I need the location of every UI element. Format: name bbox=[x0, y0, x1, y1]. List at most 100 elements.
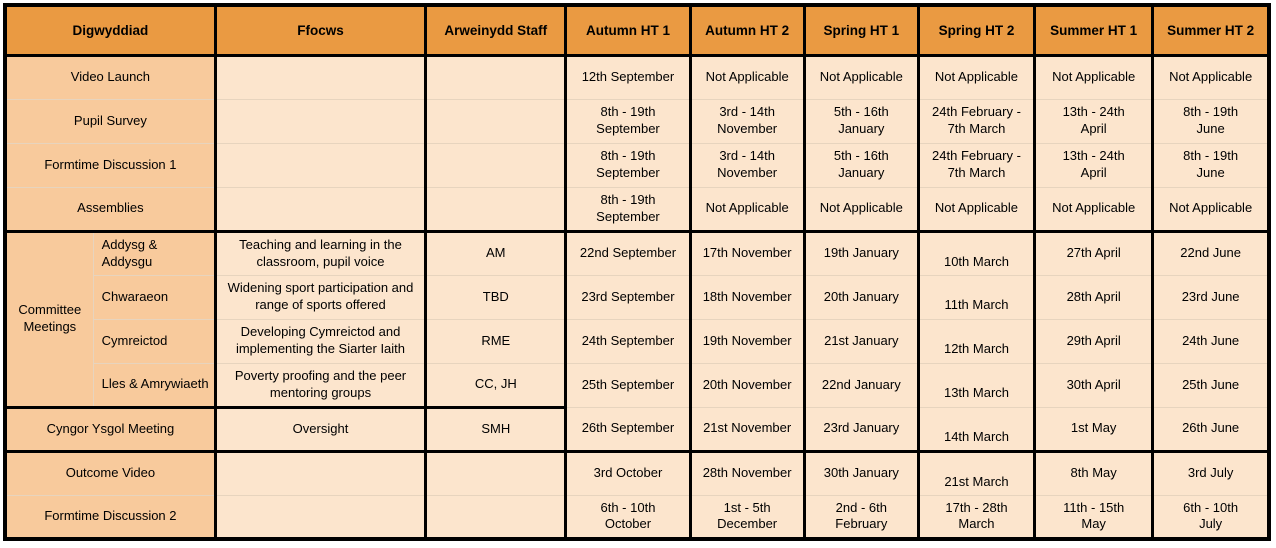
date-cell: 29th April bbox=[1033, 318, 1155, 364]
date-cell: 13th March bbox=[916, 362, 1037, 408]
date-cell: 25th June bbox=[1151, 362, 1271, 408]
date-cell: 25th September bbox=[564, 362, 692, 408]
date-cell: 23rd September bbox=[564, 274, 692, 320]
date-cell: 8th - 19th September bbox=[564, 142, 692, 188]
focus-cell bbox=[213, 142, 428, 188]
date-cell: 24th June bbox=[1151, 318, 1271, 364]
focus-cell: Teaching and learning in the classroom, … bbox=[213, 229, 428, 276]
date-cell: Not Applicable bbox=[916, 54, 1037, 100]
staff-cell bbox=[424, 494, 568, 540]
row-cyngor-ysgol: Cyngor Ysgol Meeting Oversight SMH 26th … bbox=[3, 405, 1271, 452]
date-cell: 8th - 19th September bbox=[564, 186, 692, 232]
col-header-spring-ht1: Spring HT 1 bbox=[802, 3, 920, 57]
staff-cell bbox=[424, 54, 568, 100]
col-header-summer-ht2: Summer HT 2 bbox=[1151, 3, 1271, 57]
committee-name-cell: Chwaraeon bbox=[92, 274, 217, 320]
date-cell: 3rd July bbox=[1151, 449, 1271, 496]
focus-cell: Oversight bbox=[213, 405, 428, 452]
date-cell: Not Applicable bbox=[688, 54, 806, 100]
date-cell: 1st - 5th December bbox=[688, 494, 806, 540]
date-cell: 26th June bbox=[1151, 406, 1271, 452]
date-cell: 21st January bbox=[802, 318, 920, 364]
focus-cell bbox=[213, 54, 428, 100]
date-cell: 13th - 24th April bbox=[1033, 98, 1155, 144]
date-cell: 10th March bbox=[916, 229, 1037, 276]
col-header-arweinydd-staff: Arweinydd Staff bbox=[424, 3, 568, 57]
date-cell: Not Applicable bbox=[802, 186, 920, 232]
date-cell: 8th May bbox=[1033, 449, 1155, 496]
date-cell: 5th - 16th January bbox=[802, 142, 920, 188]
date-cell: 17th November bbox=[688, 229, 806, 276]
date-cell: 22nd January bbox=[802, 362, 920, 408]
date-cell: Not Applicable bbox=[916, 186, 1037, 232]
date-cell: 12th September bbox=[564, 54, 692, 100]
date-cell: 30th January bbox=[802, 449, 920, 496]
staff-cell: AM bbox=[424, 229, 568, 276]
date-cell: 17th - 28th March bbox=[916, 494, 1037, 540]
date-cell: 2nd - 6th February bbox=[802, 494, 920, 540]
committee-name-cell: Addysg & Addysgu bbox=[92, 229, 217, 276]
date-cell: 8th - 19th September bbox=[564, 98, 692, 144]
schedule-table: Digwyddiad Ffocws Arweinydd Staff Autumn… bbox=[3, 3, 1271, 541]
focus-cell bbox=[213, 449, 428, 496]
staff-cell bbox=[424, 142, 568, 188]
focus-cell bbox=[213, 98, 428, 144]
date-cell: 14th March bbox=[916, 406, 1037, 452]
row-committee-cymreictod: Cymreictod Developing Cymreictod and imp… bbox=[5, 318, 1271, 364]
staff-cell bbox=[424, 98, 568, 144]
focus-cell bbox=[213, 186, 428, 232]
row-outcome-video: Outcome Video 3rd October 28th November … bbox=[3, 449, 1271, 496]
date-cell: 24th September bbox=[564, 318, 692, 364]
committee-name-cell: Cymreictod bbox=[92, 318, 217, 364]
staff-cell: RME bbox=[424, 318, 568, 364]
date-cell: 3rd - 14th November bbox=[688, 98, 806, 144]
date-cell: 12th March bbox=[916, 318, 1037, 364]
row-committee-lles: Lles & Amrywiaeth Poverty proofing and t… bbox=[5, 362, 1271, 408]
date-cell: 11th March bbox=[916, 274, 1037, 320]
date-cell: 3rd October bbox=[564, 449, 692, 496]
row-video-launch: Video Launch 12th September Not Applicab… bbox=[3, 54, 1271, 100]
date-cell: 21st November bbox=[688, 406, 806, 452]
date-cell: 28th April bbox=[1033, 274, 1155, 320]
col-header-autumn-ht1: Autumn HT 1 bbox=[564, 3, 692, 57]
staff-cell: CC, JH bbox=[424, 362, 568, 408]
date-cell: 5th - 16th January bbox=[802, 98, 920, 144]
date-cell: Not Applicable bbox=[688, 186, 806, 232]
event-cell: Video Launch bbox=[3, 54, 217, 100]
staff-cell: SMH bbox=[424, 405, 568, 452]
date-cell: 19th November bbox=[688, 318, 806, 364]
date-cell: 13th - 24th April bbox=[1033, 142, 1155, 188]
date-cell: Not Applicable bbox=[802, 54, 920, 100]
focus-cell bbox=[213, 494, 428, 540]
focus-cell: Widening sport participation and range o… bbox=[213, 274, 428, 320]
date-cell: 8th - 19th June bbox=[1151, 98, 1271, 144]
date-cell: Not Applicable bbox=[1033, 54, 1155, 100]
date-cell: 24th February - 7th March bbox=[916, 142, 1037, 188]
row-pupil-survey: Pupil Survey 8th - 19th September 3rd - … bbox=[3, 98, 1271, 144]
date-cell: 6th - 10th July bbox=[1151, 494, 1271, 540]
col-header-spring-ht2: Spring HT 2 bbox=[916, 3, 1037, 57]
event-cell: Cyngor Ysgol Meeting bbox=[3, 405, 217, 452]
row-formtime-discussion-1: Formtime Discussion 1 8th - 19th Septemb… bbox=[3, 142, 1271, 188]
focus-cell: Poverty proofing and the peer mentoring … bbox=[213, 362, 428, 408]
date-cell: 8th - 19th June bbox=[1151, 142, 1271, 188]
col-header-digwyddiad: Digwyddiad bbox=[3, 3, 217, 57]
date-cell: Not Applicable bbox=[1033, 186, 1155, 232]
date-cell: 18th November bbox=[688, 274, 806, 320]
event-cell: Pupil Survey bbox=[3, 98, 217, 144]
row-formtime-discussion-2: Formtime Discussion 2 6th - 10th October… bbox=[3, 494, 1271, 540]
date-cell: 11th - 15th May bbox=[1033, 494, 1155, 540]
staff-cell bbox=[424, 449, 568, 496]
date-cell: Not Applicable bbox=[1151, 186, 1271, 232]
event-cell: Formtime Discussion 1 bbox=[3, 142, 217, 188]
date-cell: 22nd September bbox=[564, 229, 692, 276]
date-cell: 20th January bbox=[802, 274, 920, 320]
date-cell: 27th April bbox=[1033, 229, 1155, 276]
date-cell: Not Applicable bbox=[1151, 54, 1271, 100]
staff-cell bbox=[424, 186, 568, 232]
focus-cell: Developing Cymreictod and implementing t… bbox=[213, 318, 428, 364]
date-cell: 3rd - 14th November bbox=[688, 142, 806, 188]
committee-group-cell: Committee Meetings bbox=[3, 229, 94, 408]
committee-name-cell: Lles & Amrywiaeth bbox=[92, 362, 217, 408]
date-cell: 6th - 10th October bbox=[564, 494, 692, 540]
